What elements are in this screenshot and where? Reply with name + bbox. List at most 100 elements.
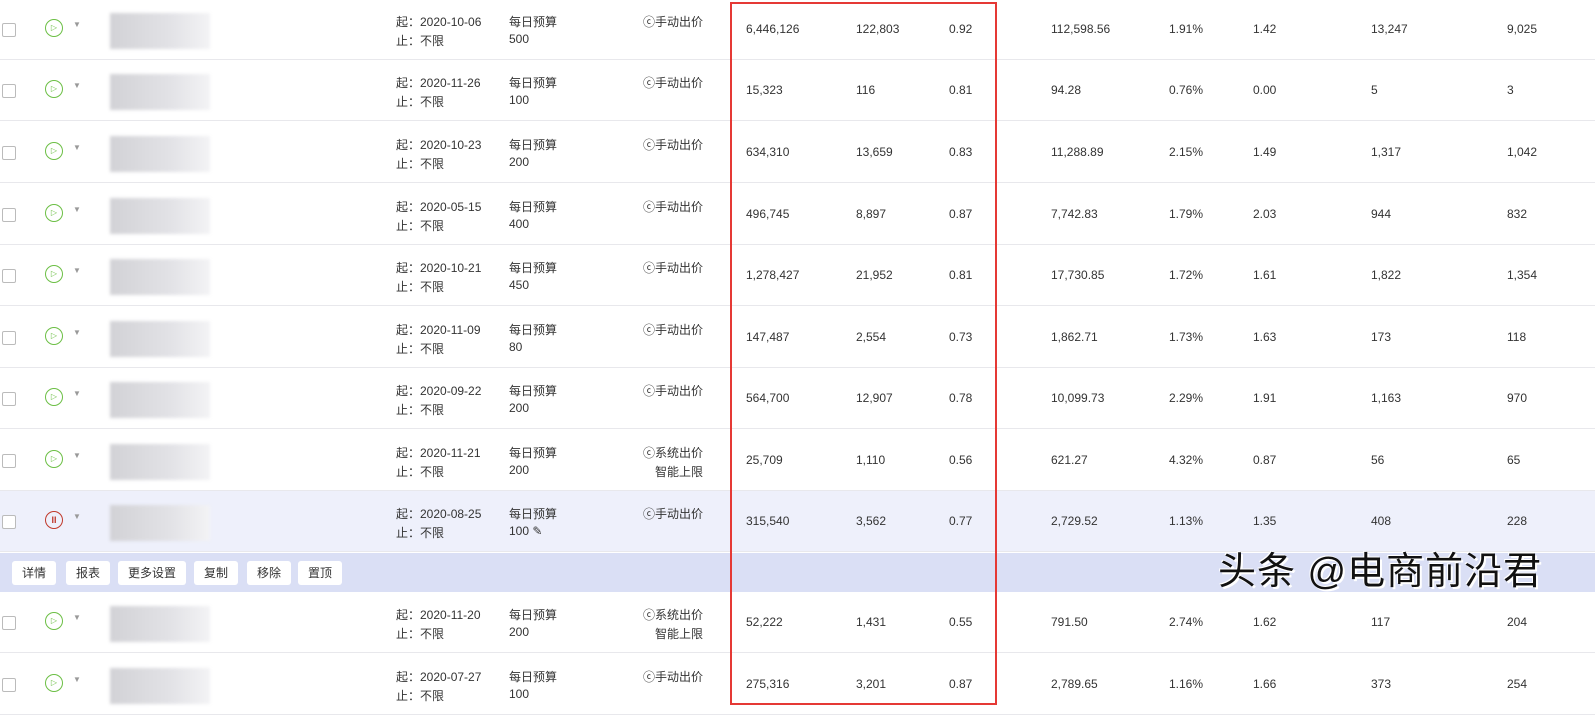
metric-cell: 204 bbox=[1507, 615, 1528, 629]
campaign-name-redacted bbox=[110, 382, 210, 418]
table-row[interactable]: ▷ ▼ 起：2020-11-09 止：不限 每日预算 80 ⓒ手动出价 147,4… bbox=[0, 307, 1595, 368]
table-row[interactable]: ▷ ▼ 起：2020-11-21 止：不限 每日预算 200 ⓒ系统出价 智能上限… bbox=[0, 430, 1595, 491]
play-icon[interactable]: ▷ bbox=[45, 19, 63, 37]
budget-value[interactable]: 80 bbox=[509, 340, 523, 354]
budget-value[interactable]: 200 bbox=[509, 155, 530, 169]
metric-cell: 1,163 bbox=[1371, 391, 1402, 405]
row-checkbox[interactable] bbox=[2, 23, 16, 37]
table-row[interactable]: ▷ ▼ 起：2020-11-20 止：不限 每日预算 200 ⓒ系统出价 智能上限… bbox=[0, 592, 1595, 653]
budget-value[interactable]: 100 bbox=[509, 687, 530, 701]
budget-value[interactable]: 100 bbox=[509, 93, 530, 107]
row-checkbox[interactable] bbox=[2, 269, 16, 283]
budget-value[interactable]: 100 ✎ bbox=[509, 524, 543, 538]
table-row[interactable]: ▷ ▼ 起：2020-10-21 止：不限 每日预算 450 ⓒ手动出价 1,27… bbox=[0, 245, 1595, 306]
budget-value[interactable]: 450 bbox=[509, 278, 530, 292]
metric-cell: 1,862.71 bbox=[1051, 330, 1098, 344]
row-checkbox[interactable] bbox=[2, 84, 16, 98]
campaign-name-redacted bbox=[110, 13, 210, 49]
table-row[interactable]: ▷ ▼ 起：2020-05-15 止：不限 每日预算 400 ⓒ手动出价 496,… bbox=[0, 184, 1595, 245]
play-icon[interactable]: ▷ bbox=[45, 674, 63, 692]
metric-cell: 0.73 bbox=[949, 330, 973, 344]
action-button[interactable]: 报表 bbox=[66, 561, 111, 585]
chevron-down-icon[interactable]: ▼ bbox=[73, 675, 81, 684]
campaign-name-redacted bbox=[110, 321, 210, 357]
play-icon[interactable]: ▷ bbox=[45, 612, 63, 630]
row-checkbox[interactable] bbox=[2, 616, 16, 630]
play-icon[interactable]: ▷ bbox=[45, 204, 63, 222]
metric-cell: 2,554 bbox=[856, 330, 887, 344]
play-icon[interactable]: ▷ bbox=[45, 450, 63, 468]
metric-cell: 17,730.85 bbox=[1051, 268, 1105, 282]
metric-cell: 1.72% bbox=[1169, 268, 1204, 282]
budget-value[interactable]: 200 bbox=[509, 463, 530, 477]
start-date: 起：2020-11-09 bbox=[396, 323, 481, 337]
table-row[interactable]: II ▼ 起：2020-08-25 止：不限 每日预算 100 ✎ ⓒ手动出价 3… bbox=[0, 491, 1595, 552]
row-checkbox[interactable] bbox=[2, 454, 16, 468]
metric-cell: 116 bbox=[856, 83, 876, 97]
metric-cell: 21,952 bbox=[856, 268, 893, 282]
row-checkbox[interactable] bbox=[2, 331, 16, 345]
campaign-name-redacted bbox=[110, 505, 210, 541]
play-icon[interactable]: ▷ bbox=[45, 80, 63, 98]
metric-cell: 112,598.56 bbox=[1051, 22, 1111, 36]
play-icon[interactable]: ▷ bbox=[45, 388, 63, 406]
play-icon[interactable]: ▷ bbox=[45, 142, 63, 160]
row-action-bar: 详情 报表 更多设置 复制 移除 置顶 bbox=[0, 553, 1595, 592]
budget-value[interactable]: 500 bbox=[509, 32, 530, 46]
bid-mode: ⓒ手动出价 bbox=[643, 323, 704, 337]
action-button[interactable]: 更多设置 bbox=[118, 561, 187, 585]
budget-value[interactable]: 200 bbox=[509, 401, 530, 415]
budget-label: 每日预算 bbox=[509, 200, 558, 214]
chevron-down-icon[interactable]: ▼ bbox=[73, 451, 81, 460]
chevron-down-icon[interactable]: ▼ bbox=[73, 20, 81, 29]
end-date: 止：不限 bbox=[396, 627, 445, 641]
campaign-name-redacted bbox=[110, 74, 210, 110]
metric-cell: 1.63 bbox=[1253, 330, 1277, 344]
table-row[interactable]: ▷ ▼ 起：2020-11-26 止：不限 每日预算 100 ⓒ手动出价 15,3… bbox=[0, 60, 1595, 121]
bid-mode: ⓒ手动出价 bbox=[643, 670, 704, 684]
budget-label: 每日预算 bbox=[509, 446, 558, 460]
table-row[interactable]: ▷ ▼ 起：2020-07-27 止：不限 每日预算 100 ⓒ手动出价 275,… bbox=[0, 654, 1595, 715]
table-row[interactable]: ▷ ▼ 起：2020-09-22 止：不限 每日预算 200 ⓒ手动出价 564,… bbox=[0, 368, 1595, 429]
play-icon[interactable]: ▷ bbox=[45, 327, 63, 345]
budget-value[interactable]: 200 bbox=[509, 625, 530, 639]
end-date: 止：不限 bbox=[396, 403, 445, 417]
metric-cell: 0.83 bbox=[949, 145, 973, 159]
pause-icon[interactable]: II bbox=[45, 511, 63, 529]
bid-type: ⓒ手动出价 bbox=[643, 259, 703, 278]
row-checkbox[interactable] bbox=[2, 146, 16, 160]
metric-cell: 1.42 bbox=[1253, 22, 1277, 36]
start-date: 起：2020-10-21 bbox=[396, 261, 482, 275]
chevron-down-icon[interactable]: ▼ bbox=[73, 613, 81, 622]
metric-cell: 6,446,126 bbox=[746, 22, 800, 36]
chevron-down-icon[interactable]: ▼ bbox=[73, 389, 81, 398]
action-button[interactable]: 置顶 bbox=[298, 561, 343, 585]
chevron-down-icon[interactable]: ▼ bbox=[73, 328, 81, 337]
chevron-down-icon[interactable]: ▼ bbox=[73, 81, 81, 90]
campaign-name-redacted bbox=[110, 259, 210, 295]
metric-cell: 1.79% bbox=[1169, 207, 1204, 221]
row-checkbox[interactable] bbox=[2, 515, 16, 529]
chevron-down-icon[interactable]: ▼ bbox=[73, 512, 81, 521]
bid-mode: ⓒ手动出价 bbox=[643, 507, 704, 521]
row-checkbox[interactable] bbox=[2, 208, 16, 222]
chevron-down-icon[interactable]: ▼ bbox=[73, 266, 81, 275]
play-icon[interactable]: ▷ bbox=[45, 265, 63, 283]
start-date: 起：2020-09-22 bbox=[396, 384, 482, 398]
campaign-name-redacted bbox=[110, 606, 210, 642]
row-checkbox[interactable] bbox=[2, 678, 16, 692]
chevron-down-icon[interactable]: ▼ bbox=[73, 205, 81, 214]
table-row[interactable]: ▷ ▼ 起：2020-10-06 止：不限 每日预算 500 ⓒ手动出价 6,44… bbox=[0, 0, 1595, 60]
metric-cell: 118 bbox=[1507, 330, 1527, 344]
budget-value[interactable]: 400 bbox=[509, 217, 530, 231]
action-button[interactable]: 复制 bbox=[194, 561, 239, 585]
action-button[interactable]: 详情 bbox=[12, 561, 57, 585]
metric-cell: 0.78 bbox=[949, 391, 973, 405]
row-checkbox[interactable] bbox=[2, 392, 16, 406]
table-row[interactable]: ▷ ▼ 起：2020-10-23 止：不限 每日预算 200 ⓒ手动出价 634,… bbox=[0, 122, 1595, 183]
bid-limit: 智能上限 bbox=[655, 627, 704, 641]
metric-cell: 7,742.83 bbox=[1051, 207, 1098, 221]
bid-mode: ⓒ手动出价 bbox=[643, 200, 704, 214]
action-button[interactable]: 移除 bbox=[247, 561, 292, 585]
chevron-down-icon[interactable]: ▼ bbox=[73, 143, 81, 152]
